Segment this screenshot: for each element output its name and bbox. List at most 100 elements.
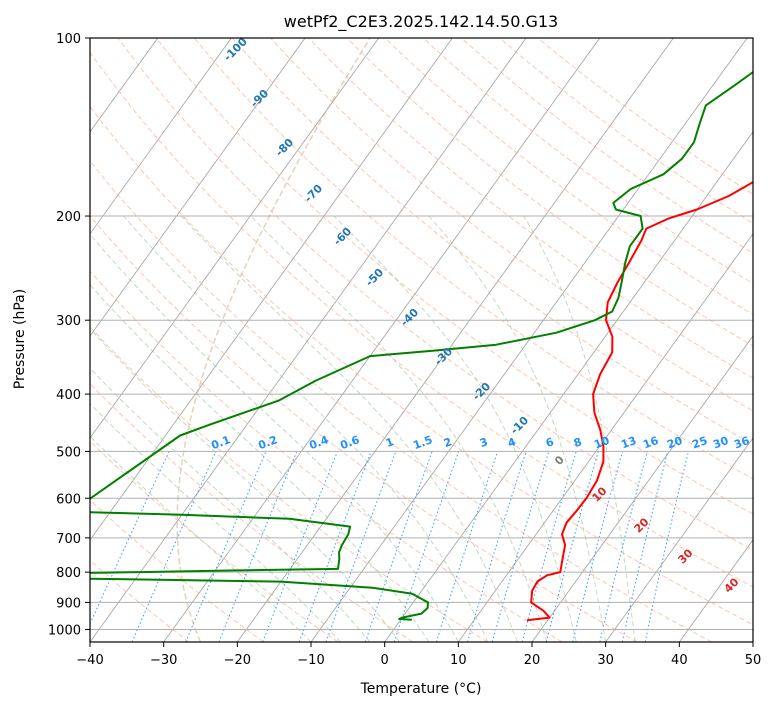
mixing-ratio-line [644,451,689,642]
dry-adiabat-line [537,38,753,195]
y-tick-label: 600 [56,492,81,507]
y-tick-label: 400 [56,388,81,403]
isotherm-line [237,38,674,642]
temperature-profile [526,181,753,622]
dry-adiabat-label: -70 [302,182,325,205]
isotherm-line [90,38,527,642]
dry-adiabat-line [90,215,638,642]
mixing-ratio-line [262,451,338,642]
dry-adiabat-line [90,499,264,642]
x-axis: −40 −30 −20 −10 0 10 20 30 40 50 [76,642,761,668]
dry-adiabat-line [90,160,712,642]
mixing-ratio-label: 8 [572,435,584,450]
dry-adiabat-line [460,38,753,254]
pressure-grid [90,38,753,630]
dry-adiabat-label: 40 [722,575,742,595]
x-tick-label: −30 [150,653,177,668]
dry-adiabat-line [90,559,190,642]
isotherm-line [0,38,10,642]
isotherm-line [605,437,753,642]
isotherm-line [90,38,453,541]
x-tick-label: −10 [297,653,324,668]
moist-adiabat-line [333,215,577,642]
y-tick-label: 800 [56,566,81,581]
x-tick-label: 30 [597,653,614,668]
mixing-ratio-line [298,451,372,642]
mixing-ratio-label: 1.5 [411,433,434,452]
dry-adiabat-label: -80 [273,136,296,159]
y-tick-label: 300 [56,314,81,329]
y-tick-label: 100 [56,32,81,47]
isotherm-line [752,641,753,642]
x-tick-label: 0 [381,653,389,668]
dry-adiabat-label: -100 [221,35,250,64]
mixing-ratio-line [621,451,669,642]
y-tick-label: 900 [56,596,81,611]
mixing-ratio-line [131,451,217,642]
dry-adiabat-line [90,270,563,642]
mixing-ratio-line [90,451,170,626]
moist-adiabat-line [180,215,518,642]
x-tick-label: 10 [450,653,467,668]
dry-adiabat-line [90,326,488,642]
dry-adiabat-line [90,51,753,588]
isotherm-line [90,38,306,337]
mixing-ratio-label: 25 [690,434,709,451]
dewpoint-profile [90,70,753,621]
dry-adiabat-label: -10 [508,414,531,437]
mixing-ratio-label: 36 [732,434,751,452]
y-tick-label: 200 [56,210,81,225]
x-tick-label: 50 [745,653,762,668]
mixing-ratio-line [467,451,527,642]
dry-adiabat-label: -60 [331,225,354,248]
x-tick-label: −20 [224,653,251,668]
dry-adiabat-label: -40 [398,306,421,329]
y-axis: 100 200 300 400 500 600 700 800 900 1000 [48,32,90,638]
mixing-ratio-label: 10 [592,434,611,452]
isotherm-line [531,335,753,642]
mixing-ratio-label: 16 [641,434,660,452]
x-axis-label: Temperature (°C) [360,681,482,697]
x-tick-label: 40 [671,653,688,668]
plot-frame [89,37,754,643]
dry-adiabat-label: -50 [363,266,386,289]
isotherm-line [458,233,753,642]
dry-adiabat-line [90,106,753,626]
mixing-ratio-line [435,451,499,642]
dry-adiabat-label: 20 [632,515,652,535]
mixing-ratio-line [185,451,267,642]
moist-adiabat-line [90,403,341,642]
dry-adiabat-line [308,38,753,379]
mixing-ratio-label: 1 [384,435,396,450]
dry-adiabat-line [90,383,414,642]
dry-adiabat-label: 30 [676,546,696,566]
moist-adiabat-line [90,435,312,642]
mixing-ratio-line [599,451,648,642]
mixing-ratio-label: 2 [442,435,454,450]
background-lines [0,38,753,642]
dry-adiabat-line [384,38,753,316]
y-tick-label: 500 [56,445,81,460]
mixing-ratio-label: 6 [544,435,556,450]
x-tick-label: −40 [76,653,103,668]
mixing-ratio-label: 0.4 [307,433,330,452]
isotherm-line [90,38,380,439]
moist-adiabat-line [250,215,548,642]
y-axis-label: Pressure (hPa) [12,289,28,389]
y-tick-label: 700 [56,532,81,547]
mixing-ratio-line [521,451,577,642]
dry-adiabat-label: -20 [470,380,493,403]
mixing-ratio-label: 13 [619,434,638,451]
line-labels: -100-90-80-70-60-50-40-30-20-10010203040… [209,35,751,596]
dry-adiabat-line [499,38,753,225]
mixing-ratio-label: 0.6 [338,433,361,452]
isotherm-line [384,131,753,642]
mixing-ratio-label: 3 [478,435,490,450]
isotherm-line [163,38,601,642]
mixing-ratio-label: 30 [711,434,730,452]
x-tick-label: 20 [524,653,541,668]
dry-adiabat-line [232,38,753,446]
mixing-ratio-label: 0.1 [209,433,232,452]
y-tick-label: 1000 [48,623,81,638]
